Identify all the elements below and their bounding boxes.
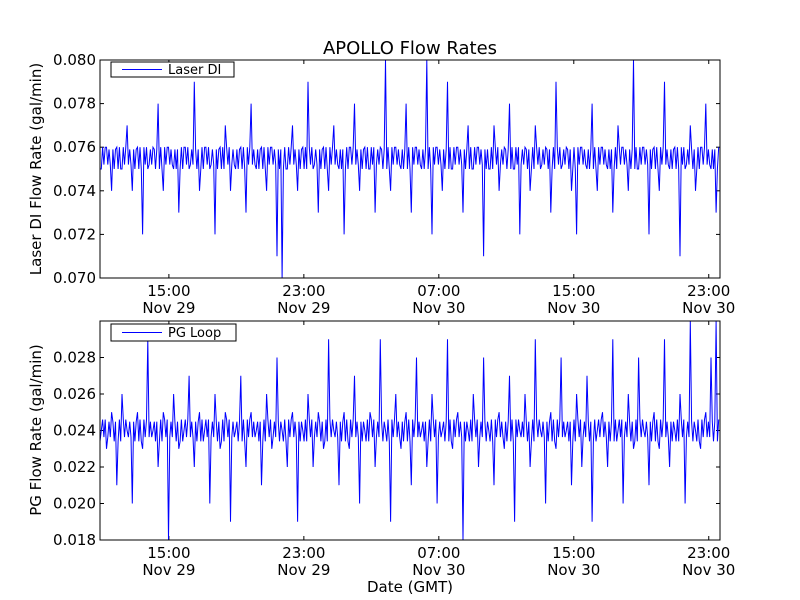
laser-di-x-tick-time: 15:00 <box>552 282 595 300</box>
pg-loop-axes-frame <box>99 320 721 541</box>
laser-di-x-tick-date: Nov 30 <box>682 299 735 317</box>
pg-loop-x-axis-label: Date (GMT) <box>367 578 453 596</box>
laser-di-y-tick-label: 0.078 <box>53 95 96 113</box>
laser-di-x-tick-time: 23:00 <box>687 282 730 300</box>
pg-loop-x-tick-date: Nov 30 <box>412 561 465 579</box>
pg-loop-y-tick-label: 0.024 <box>53 422 96 440</box>
pg-loop-y-ticks: 0.018 0.020 0.022 0.024 0.026 0.028 <box>53 349 720 549</box>
laser-di-y-tick-label: 0.080 <box>53 51 96 69</box>
laser-di-x-tick-time: 15:00 <box>147 282 190 300</box>
laser-di-series <box>100 60 720 278</box>
pg-loop-series <box>100 321 720 540</box>
chart-title: APOLLO Flow Rates <box>323 38 497 59</box>
laser-di-y-tick-label: 0.074 <box>53 182 96 200</box>
laser-di-x-tick-date: Nov 30 <box>547 299 600 317</box>
laser-di-x-tick-time: 07:00 <box>417 282 460 300</box>
laser-di-axes-frame <box>99 59 721 279</box>
pg-loop-y-tick-label: 0.028 <box>53 349 96 367</box>
laser-di-x-tick-time: 23:00 <box>282 282 325 300</box>
laser-di-y-tick-label: 0.076 <box>53 138 96 156</box>
pg-loop-legend: PG Loop <box>110 323 237 342</box>
pg-loop-y-tick-label: 0.026 <box>53 385 96 403</box>
pg-loop-y-axis-label: PG Flow Rate (gal/min) <box>27 344 45 516</box>
laser-di-legend: Laser DI <box>110 61 235 78</box>
laser-di-legend-label: Laser DI <box>168 63 221 78</box>
pg-loop-series-line <box>100 321 720 540</box>
laser-di-y-tick-label: 0.072 <box>53 225 96 243</box>
pg-loop-legend-box <box>110 323 237 342</box>
pg-loop-x-tick-date: Nov 30 <box>682 561 735 579</box>
pg-loop-y-tick-label: 0.022 <box>53 458 96 476</box>
pg-loop-x-tick-time: 07:00 <box>417 544 460 562</box>
laser-di-y-ticks: 0.070 0.072 0.074 0.076 0.078 0.080 <box>53 51 720 287</box>
pg-loop-x-tick-date: Nov 29 <box>142 561 195 579</box>
pg-loop-x-tick-date: Nov 30 <box>547 561 600 579</box>
laser-di-y-tick-label: 0.070 <box>53 269 96 287</box>
laser-di-x-tick-date: Nov 30 <box>412 299 465 317</box>
laser-di-x-tick-date: Nov 29 <box>277 299 330 317</box>
pg-loop-y-tick-label: 0.020 <box>53 495 96 513</box>
pg-loop-plot-area <box>100 321 720 540</box>
pg-loop-x-tick-date: Nov 29 <box>277 561 330 579</box>
pg-loop-legend-label: PG Loop <box>168 326 221 341</box>
pg-loop-x-tick-time: 23:00 <box>282 544 325 562</box>
pg-loop-x-tick-time: 15:00 <box>147 544 190 562</box>
laser-di-series-line <box>100 60 720 278</box>
pg-loop-y-tick-label: 0.018 <box>53 531 96 549</box>
laser-di-x-tick-date: Nov 29 <box>142 299 195 317</box>
pg-loop-x-tick-time: 15:00 <box>552 544 595 562</box>
pg-loop-x-tick-time: 23:00 <box>687 544 730 562</box>
laser-di-legend-box <box>110 61 235 78</box>
laser-di-y-axis-label: Laser DI Flow Rate (gal/min) <box>27 63 45 275</box>
